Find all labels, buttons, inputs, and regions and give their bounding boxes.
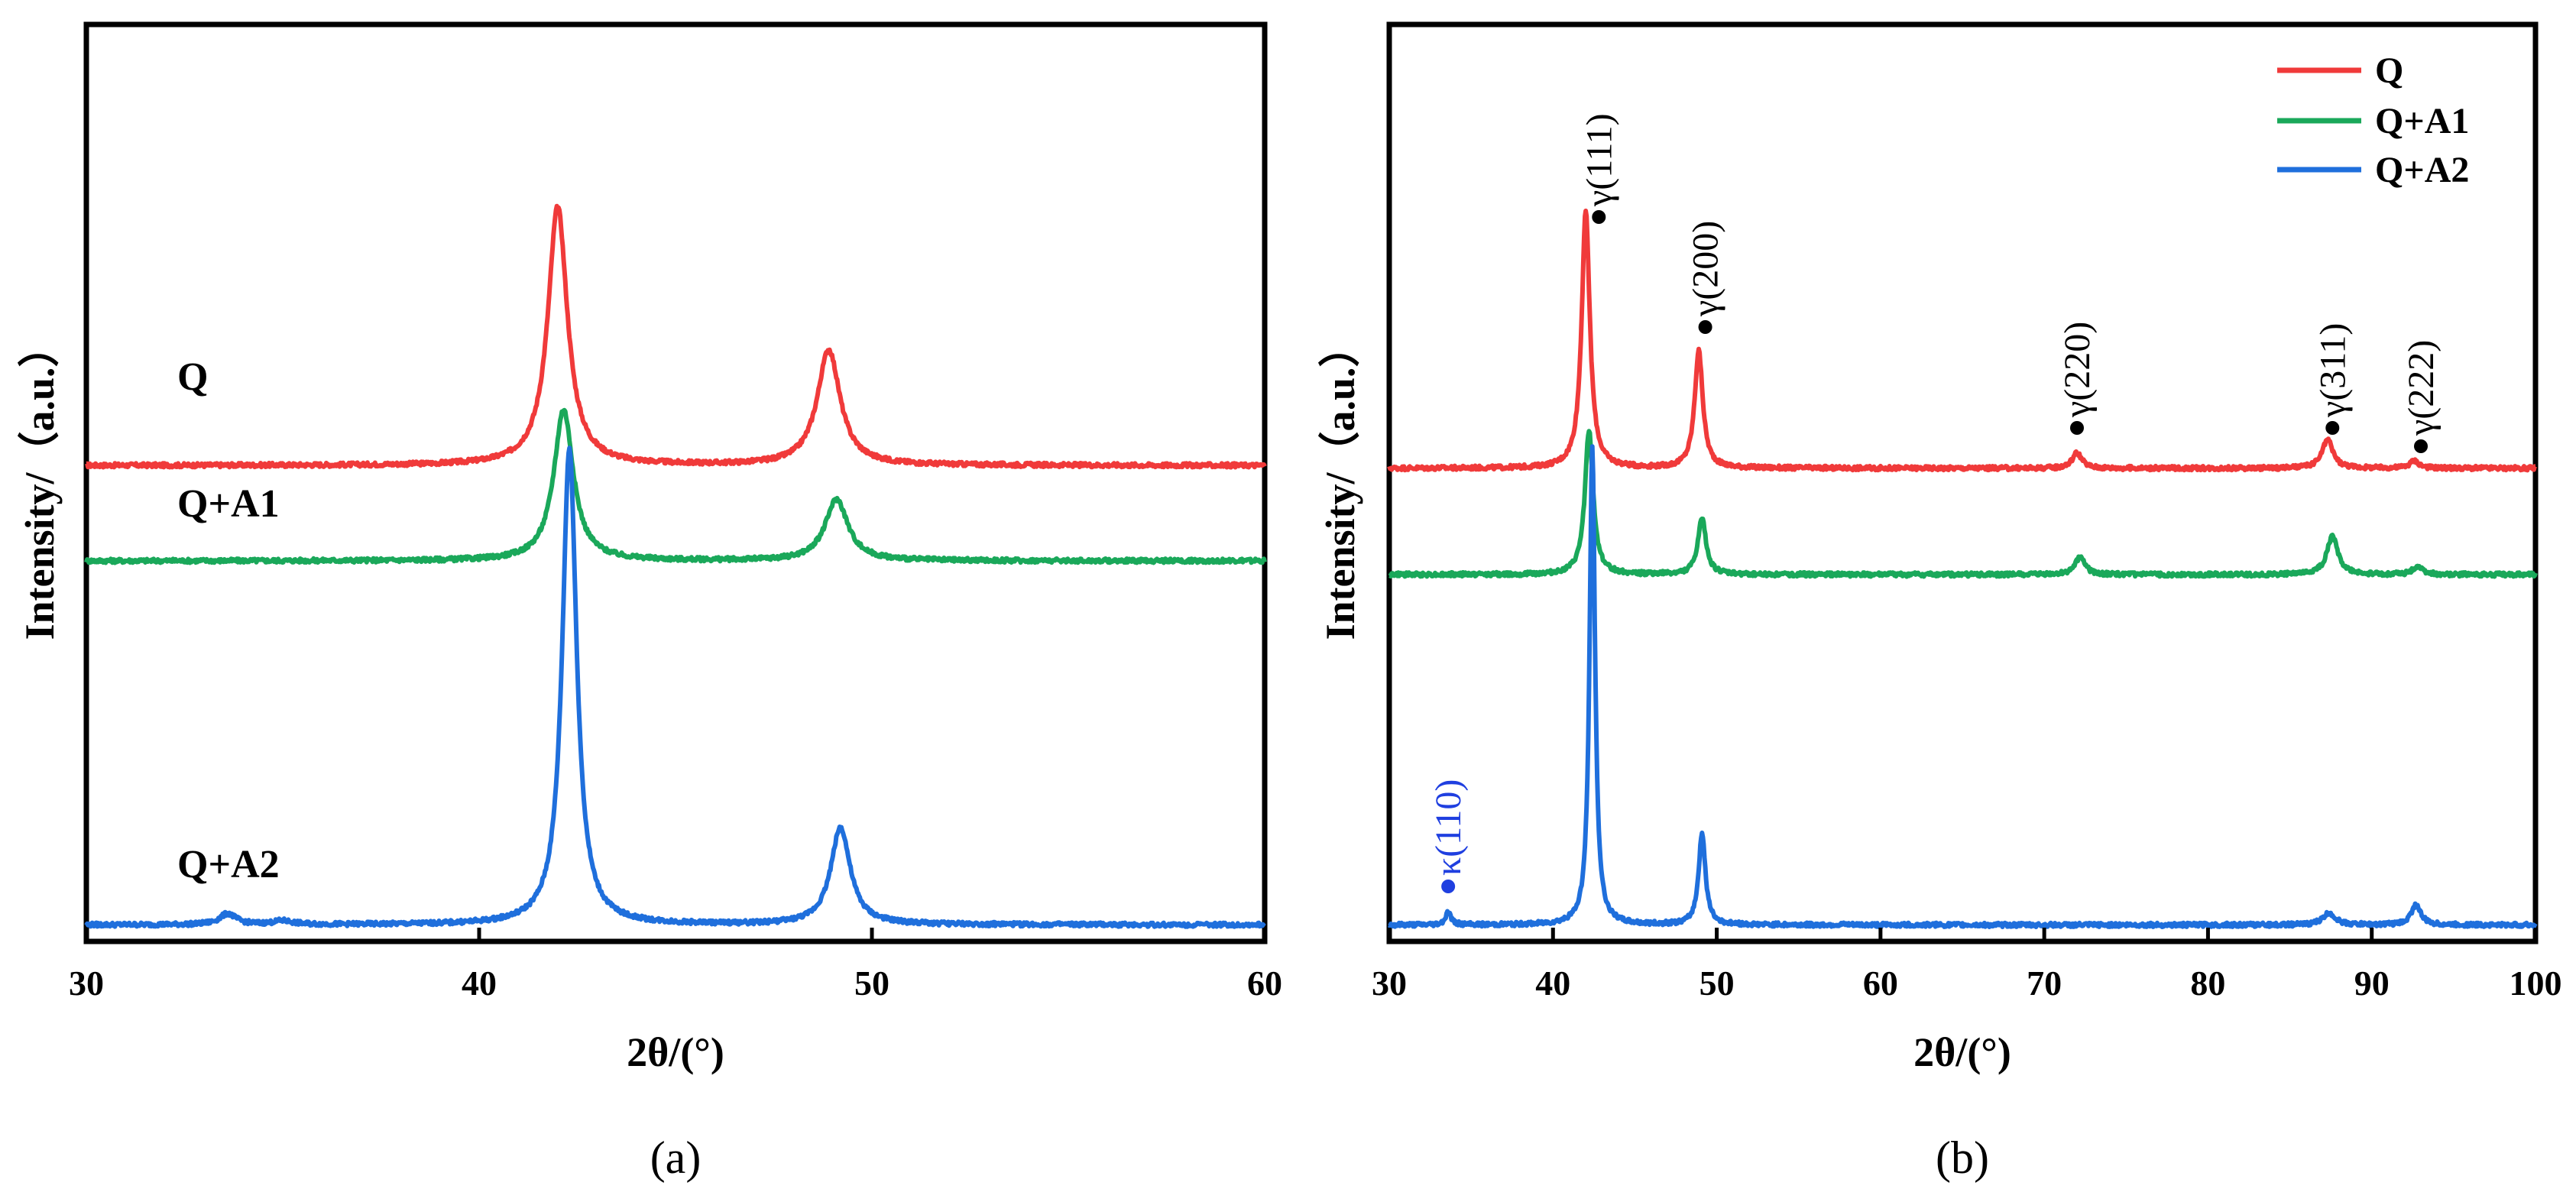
x-ticks-b: 30 40 50 60 70 80 90 100	[1372, 928, 2562, 1003]
series-line-q-a	[85, 203, 1267, 470]
annotation-label: γ(220)	[2057, 322, 2098, 418]
x-tick-label-90: 90	[2354, 964, 2390, 1003]
curves-a	[84, 203, 1267, 929]
panel-a: 30 40 50 60 2θ/(°) Intensity/（a.u.） Q Q+A1 …	[17, 21, 1282, 1183]
series-line-q-b	[1387, 209, 2537, 473]
x-tick-label-100: 100	[2510, 964, 2562, 1003]
x-tick-label-30: 30	[1372, 964, 1407, 1003]
x-tick-label-40: 40	[462, 964, 497, 1003]
annotation-dot	[2070, 421, 2084, 435]
series-line-q-a2-a	[84, 445, 1266, 929]
series-label-qa2-a: Q+A2	[177, 843, 280, 886]
plot-frame-b	[1386, 21, 2539, 944]
x-tick-label-30: 30	[69, 964, 104, 1003]
series-line-q-a1-b	[1388, 429, 2538, 579]
x-tick-label-80: 80	[2190, 964, 2225, 1003]
x-tick-label-70: 70	[2027, 964, 2062, 1003]
x-axis-label-a: 2θ/(°)	[627, 1029, 724, 1075]
x-axis-label-b: 2θ/(°)	[1913, 1029, 2011, 1075]
annotation-dot	[1592, 210, 1606, 224]
annotation-dot	[1698, 320, 1712, 334]
x-tick-label-60: 60	[1247, 964, 1282, 1003]
panel-label-a: (a)	[650, 1132, 702, 1183]
series-label-qa1-a: Q+A1	[177, 482, 280, 526]
x-tick-label-40: 40	[1535, 964, 1570, 1003]
annotation-label: γ(111)	[1579, 113, 1619, 207]
annotation-dot	[1441, 880, 1456, 893]
legend-label-qa2: Q+A2	[2375, 150, 2469, 190]
panel-b: 30 40 50 60 70 80 90 100 γ(111) γ(200) γ(220) γ(31…	[1317, 21, 2562, 1183]
legend: Q Q+A1 Q+A2	[2277, 50, 2469, 190]
x-ticks-a: 30 40 50 60	[69, 928, 1282, 1003]
series-line-q-a1-a	[84, 407, 1267, 565]
annotation-label: γ(200)	[1686, 221, 1726, 317]
series-label-q-a: Q	[177, 355, 208, 399]
x-tick-label-60: 60	[1863, 964, 1898, 1003]
y-axis-label-b: Intensity/（a.u.）	[1317, 326, 1363, 640]
panel-label-b: (b)	[1936, 1132, 1989, 1183]
peak-annotations-b: γ(111) γ(200) γ(220) γ(311) γ(222) κ(110)	[1428, 113, 2442, 893]
series-line-q-a2-b	[1387, 444, 2538, 929]
annotation-label: γ(311)	[2312, 323, 2353, 418]
x-tick-label-50: 50	[1700, 964, 1735, 1003]
legend-label-qa1: Q+A1	[2375, 101, 2469, 141]
annotation-dot	[2414, 439, 2428, 453]
curves-b	[1387, 209, 2538, 929]
legend-label-q: Q	[2375, 50, 2403, 91]
y-axis-label-a: Intensity/（a.u.）	[17, 326, 63, 640]
plot-frame-a	[83, 21, 1268, 944]
annotation-dot	[2325, 421, 2340, 435]
annotation-label: κ(110)	[1428, 779, 1469, 876]
annotation-label: γ(222)	[2401, 340, 2442, 436]
x-tick-label-50: 50	[854, 964, 889, 1003]
